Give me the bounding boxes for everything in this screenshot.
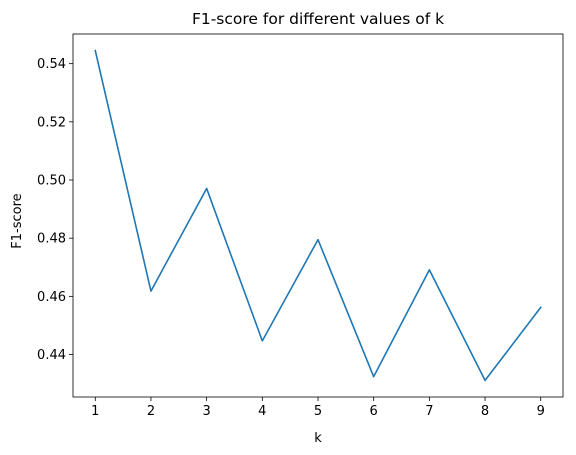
x-tick-label: 1 — [91, 404, 99, 419]
y-tick-label: 0.54 — [37, 57, 66, 72]
plot-frame — [72, 33, 564, 398]
x-tick-label: 5 — [314, 404, 322, 419]
series-line — [94, 49, 542, 382]
y-tick-label: 0.46 — [37, 290, 66, 305]
y-tick-label: 0.48 — [37, 232, 66, 247]
x-axis-ticks: 1 2 3 4 5 6 7 8 9 — [91, 397, 545, 419]
x-tick-label: 3 — [202, 404, 210, 419]
x-axis-label: k — [314, 431, 322, 446]
y-tick-label: 0.44 — [37, 348, 66, 363]
x-tick-label: 4 — [258, 404, 266, 419]
x-tick-label: 8 — [481, 404, 489, 419]
plot-series — [94, 49, 542, 382]
y-tick-label: 0.52 — [37, 115, 66, 130]
chart-title: F1-score for different values of k — [192, 10, 444, 28]
y-tick-label: 0.50 — [37, 174, 66, 189]
x-tick-label: 9 — [537, 404, 545, 419]
x-tick-label: 6 — [370, 404, 378, 419]
y-axis-ticks: 0.44 0.46 0.48 0.50 0.52 0.54 — [37, 57, 73, 363]
x-tick-label: 7 — [425, 404, 433, 419]
y-axis-label: F1-score — [10, 193, 25, 248]
x-tick-label: 2 — [147, 404, 155, 419]
